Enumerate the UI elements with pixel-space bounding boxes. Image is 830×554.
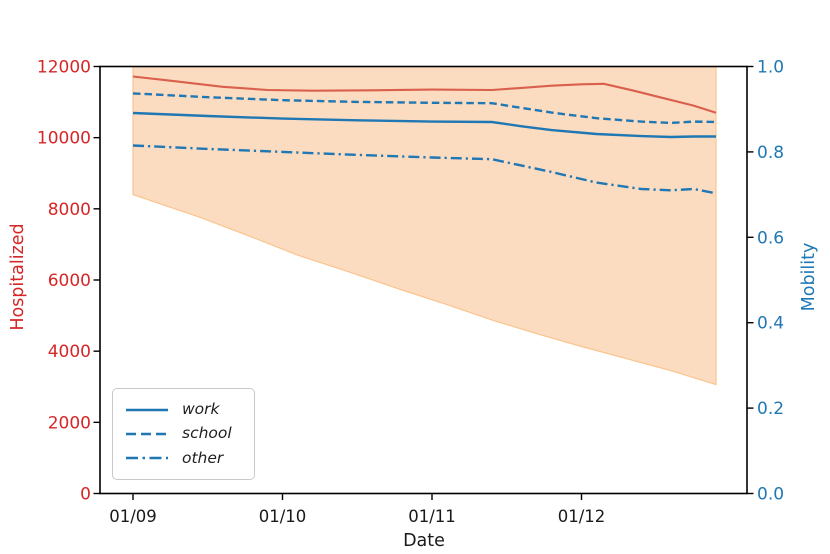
legend-line-sample-dashed — [126, 432, 168, 436]
legend-line-sample-solid — [126, 408, 168, 411]
hospitalized-uncertainty-band — [132, 66, 717, 386]
left-tick-label: 8000 — [48, 200, 91, 220]
legend: work school other — [112, 388, 255, 480]
series-line-hospitalized — [132, 75, 717, 114]
right-tick-label: 0.8 — [757, 143, 784, 163]
x-axis-title: Date — [403, 531, 445, 551]
right-tick-label: 0.2 — [757, 399, 784, 419]
x-tick-label: 01/09 — [109, 507, 157, 526]
legend-label: work — [182, 400, 220, 419]
left-tick-label: 12000 — [37, 58, 91, 78]
right-tick-label: 0.6 — [757, 228, 784, 248]
series-line-school — [132, 92, 717, 125]
legend-item-work: work — [125, 401, 242, 418]
left-tick-label: 6000 — [48, 271, 91, 291]
legend-label: other — [182, 448, 224, 467]
left-tick-label: 10000 — [37, 129, 91, 149]
right-tick-label: 1.0 — [757, 58, 784, 78]
left-tick-label: 2000 — [48, 413, 91, 433]
legend-line-sample-dashdot — [126, 456, 168, 460]
right-tick-label: 0.4 — [757, 314, 784, 334]
x-tick-label: 01/11 — [408, 507, 456, 526]
legend-item-school: school — [125, 425, 242, 442]
series-line-work — [132, 111, 716, 139]
left-tick-label: 0 — [80, 485, 91, 505]
left-tick-label: 4000 — [48, 342, 91, 362]
series-line-other — [132, 144, 717, 195]
x-tick-label: 01/12 — [558, 507, 606, 526]
x-tick-label: 01/10 — [259, 507, 307, 526]
right-tick-label: 0.0 — [757, 485, 784, 505]
legend-item-other: other — [125, 448, 242, 467]
legend-label: school — [182, 424, 232, 443]
left-axis-title: Hospitalized — [8, 223, 28, 331]
right-axis-title: Mobility — [799, 242, 819, 312]
